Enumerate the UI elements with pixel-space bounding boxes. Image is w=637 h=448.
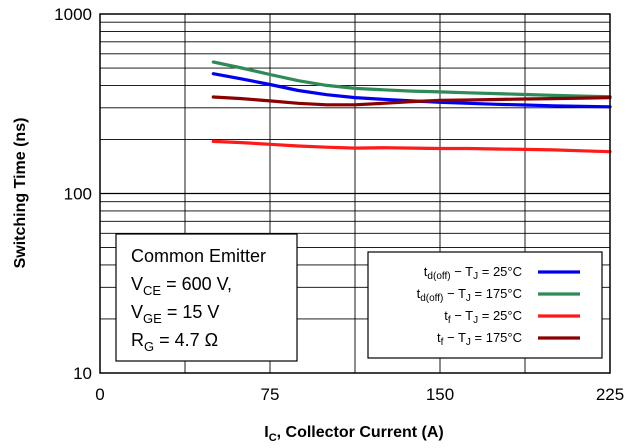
series-line-4 — [211, 95, 612, 107]
tick-labels: 0 75 150 225 10 100 1000 — [54, 5, 624, 404]
x-axis-title-rest: , Collector Current (A) — [277, 424, 444, 441]
x-tick-label: 225 — [596, 385, 624, 404]
series-line-2 — [211, 60, 612, 99]
legend-label-2: td(off) − TJ = 175°C — [417, 286, 522, 304]
x-tick-label: 150 — [426, 385, 454, 404]
legend-frame — [367, 251, 603, 359]
y-tick-label: 10 — [73, 364, 92, 383]
x-axis-title-sub: C — [269, 432, 277, 444]
conditions-line-1: Common Emitter — [131, 246, 266, 266]
y-tick-label: 100 — [64, 185, 92, 204]
y-tick-label: 1000 — [54, 5, 92, 24]
legend-label-4: tf − TJ = 175°C — [437, 330, 522, 348]
x-tick-label: 0 — [95, 385, 104, 404]
x-axis-title: IC, Collector Current (A) — [264, 424, 444, 444]
conditions-line-3: VGE = 15 V — [131, 302, 219, 326]
x-tick-label: 75 — [261, 385, 280, 404]
conditions-box: Common Emitter VCE = 600 V, VGE = 15 V R… — [115, 233, 298, 362]
legend: td(off) − TJ = 25°C td(off) − TJ = 175°C t… — [367, 251, 603, 359]
legend-label-3: tf − TJ = 25°C — [444, 308, 522, 326]
legend-label-1: td(off) − TJ = 25°C — [424, 264, 522, 282]
conditions-frame — [115, 233, 298, 362]
plot-frame — [99, 13, 611, 374]
y-axis-title: Switching Time (ns) — [12, 118, 29, 269]
conditions-line-4: RG = 4.7 Ω — [131, 330, 218, 354]
series-line-3 — [211, 139, 612, 154]
x-axis-title-main: I — [264, 424, 268, 441]
conditions-line-2: VCE = 600 V, — [131, 274, 232, 298]
series-layer — [211, 60, 612, 154]
